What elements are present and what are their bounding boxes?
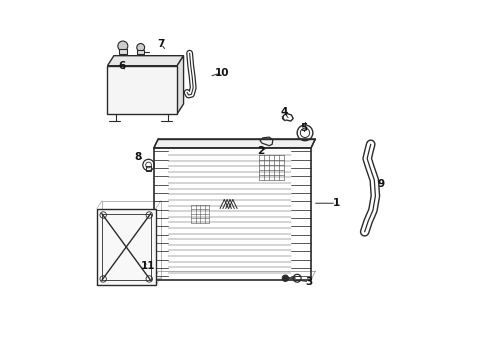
Bar bbox=[119, 49, 127, 54]
Text: 2: 2 bbox=[257, 147, 265, 157]
Text: 10: 10 bbox=[215, 68, 229, 78]
Text: 8: 8 bbox=[134, 152, 142, 162]
Text: 3: 3 bbox=[306, 277, 313, 287]
Circle shape bbox=[282, 275, 289, 282]
Text: 9: 9 bbox=[377, 179, 384, 189]
Polygon shape bbox=[154, 139, 316, 148]
Bar bbox=[146, 166, 151, 171]
Circle shape bbox=[137, 44, 145, 51]
Bar bbox=[102, 213, 151, 280]
Text: 11: 11 bbox=[141, 261, 156, 271]
Bar bbox=[107, 66, 177, 114]
Text: 5: 5 bbox=[300, 123, 308, 133]
Text: 6: 6 bbox=[118, 61, 125, 71]
Circle shape bbox=[118, 41, 128, 51]
Text: 1: 1 bbox=[333, 198, 340, 208]
Polygon shape bbox=[97, 208, 156, 285]
Polygon shape bbox=[107, 56, 184, 66]
Bar bbox=[154, 148, 311, 280]
Text: 4: 4 bbox=[281, 107, 288, 117]
Bar bbox=[137, 50, 144, 54]
Text: 7: 7 bbox=[157, 39, 165, 49]
Polygon shape bbox=[177, 56, 184, 114]
